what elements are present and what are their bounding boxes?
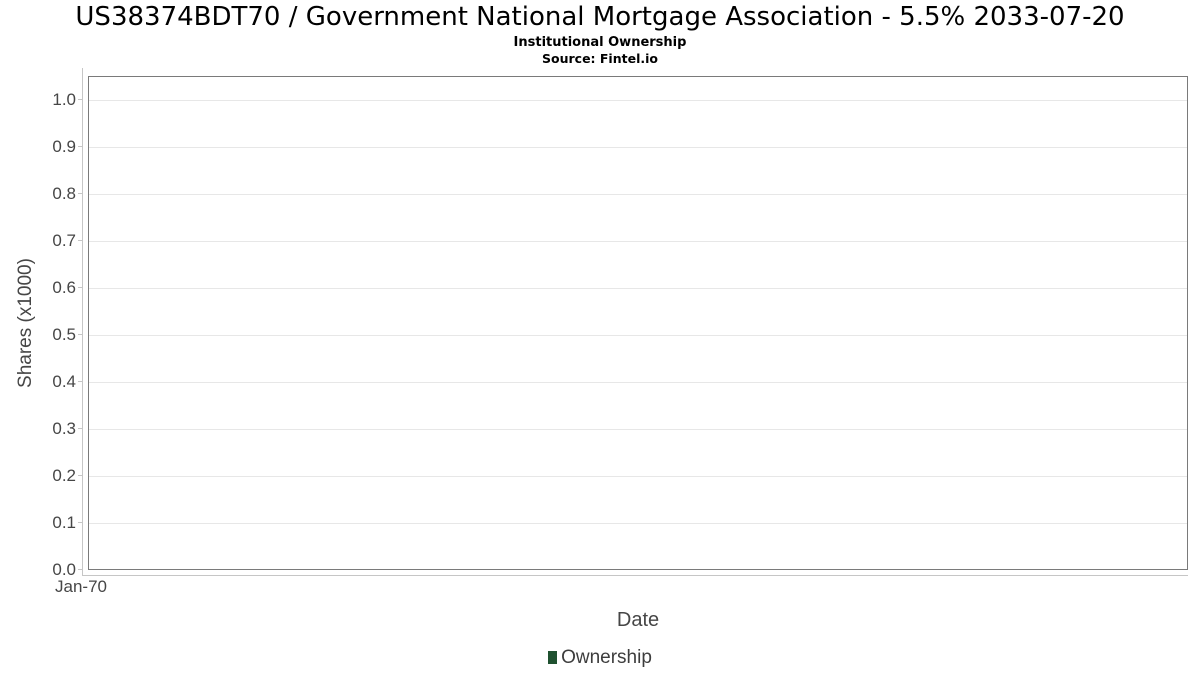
x-tick-label: Jan-70	[55, 577, 107, 596]
gridline	[89, 523, 1187, 524]
y-tick-mark	[78, 522, 82, 523]
gridline	[89, 241, 1187, 242]
y-axis-line	[82, 68, 83, 575]
plot-area	[88, 76, 1188, 570]
y-tick-mark	[78, 334, 82, 335]
y-tick-label: 0.2	[52, 466, 76, 485]
y-tick-mark	[78, 146, 82, 147]
gridline	[89, 476, 1187, 477]
y-tick-label: 0.0	[52, 560, 76, 579]
y-tick-label: 0.8	[52, 184, 76, 203]
y-tick-mark	[78, 193, 82, 194]
chart-title: US38374BDT70 / Government National Mortg…	[75, 2, 1125, 32]
gridline	[89, 288, 1187, 289]
y-tick-mark	[78, 428, 82, 429]
y-tick-mark	[78, 475, 82, 476]
y-tick-mark	[78, 240, 82, 241]
legend-swatch-icon	[548, 650, 558, 664]
y-tick-label: 0.5	[52, 325, 76, 344]
y-tick-mark	[78, 287, 82, 288]
y-tick-label: 0.1	[52, 513, 76, 532]
y-axis-title: Shares (x1000)	[15, 258, 36, 388]
y-tick-label: 0.9	[52, 137, 76, 156]
x-axis-line	[82, 575, 1188, 576]
y-tick-label: 0.4	[52, 372, 76, 391]
y-tick-label: 0.3	[52, 419, 76, 438]
x-axis-title: Date	[616, 609, 660, 631]
legend-item-ownership[interactable]: Ownership	[548, 646, 652, 669]
y-tick-mark	[78, 99, 82, 100]
y-tick-mark	[78, 381, 82, 382]
legend-label: Ownership	[561, 646, 652, 668]
y-tick-label: 0.6	[52, 278, 76, 297]
y-tick-label: 0.7	[52, 231, 76, 250]
gridline	[89, 100, 1187, 101]
gridline	[89, 147, 1187, 148]
chart-subtitle: Institutional Ownership	[513, 35, 687, 50]
chart-source: Source: Fintel.io	[542, 51, 658, 66]
gridline	[89, 194, 1187, 195]
chart-legend: Ownership	[0, 645, 1200, 669]
gridline	[89, 429, 1187, 430]
y-tick-mark	[78, 569, 82, 570]
gridline	[89, 335, 1187, 336]
y-tick-label: 1.0	[52, 90, 76, 109]
gridline	[89, 382, 1187, 383]
